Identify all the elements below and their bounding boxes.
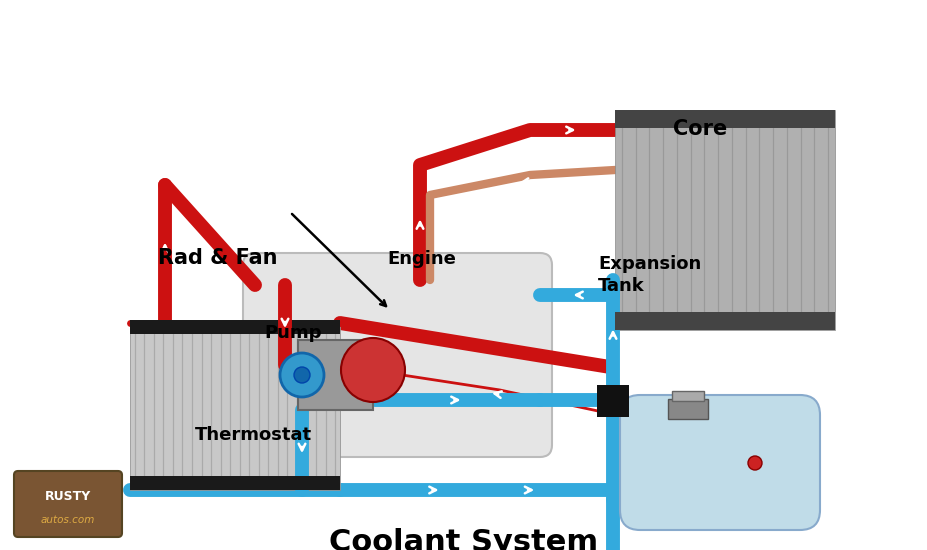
- FancyBboxPatch shape: [14, 471, 122, 537]
- Circle shape: [280, 353, 324, 397]
- Bar: [298, 340, 373, 410]
- Bar: [672, 391, 704, 401]
- Text: Thermostat: Thermostat: [195, 426, 311, 443]
- Text: RUSTY: RUSTY: [44, 490, 91, 503]
- Text: Core: Core: [673, 119, 727, 139]
- FancyBboxPatch shape: [243, 253, 552, 457]
- Text: autos.com: autos.com: [41, 515, 95, 525]
- Bar: [597, 385, 629, 417]
- FancyBboxPatch shape: [620, 395, 820, 530]
- Circle shape: [294, 367, 310, 383]
- Bar: [130, 476, 340, 490]
- Bar: [130, 320, 340, 334]
- Bar: [130, 320, 340, 490]
- Bar: [615, 110, 835, 128]
- Circle shape: [341, 338, 405, 402]
- Text: Pump: Pump: [264, 324, 322, 342]
- Text: Rad & Fan: Rad & Fan: [159, 249, 277, 268]
- Text: Coolant System: Coolant System: [329, 528, 598, 550]
- Circle shape: [748, 456, 762, 470]
- Text: Engine: Engine: [387, 250, 456, 267]
- Bar: [615, 312, 835, 330]
- Text: Expansion
Tank: Expansion Tank: [598, 255, 701, 295]
- Bar: [615, 110, 835, 330]
- Bar: [668, 399, 708, 419]
